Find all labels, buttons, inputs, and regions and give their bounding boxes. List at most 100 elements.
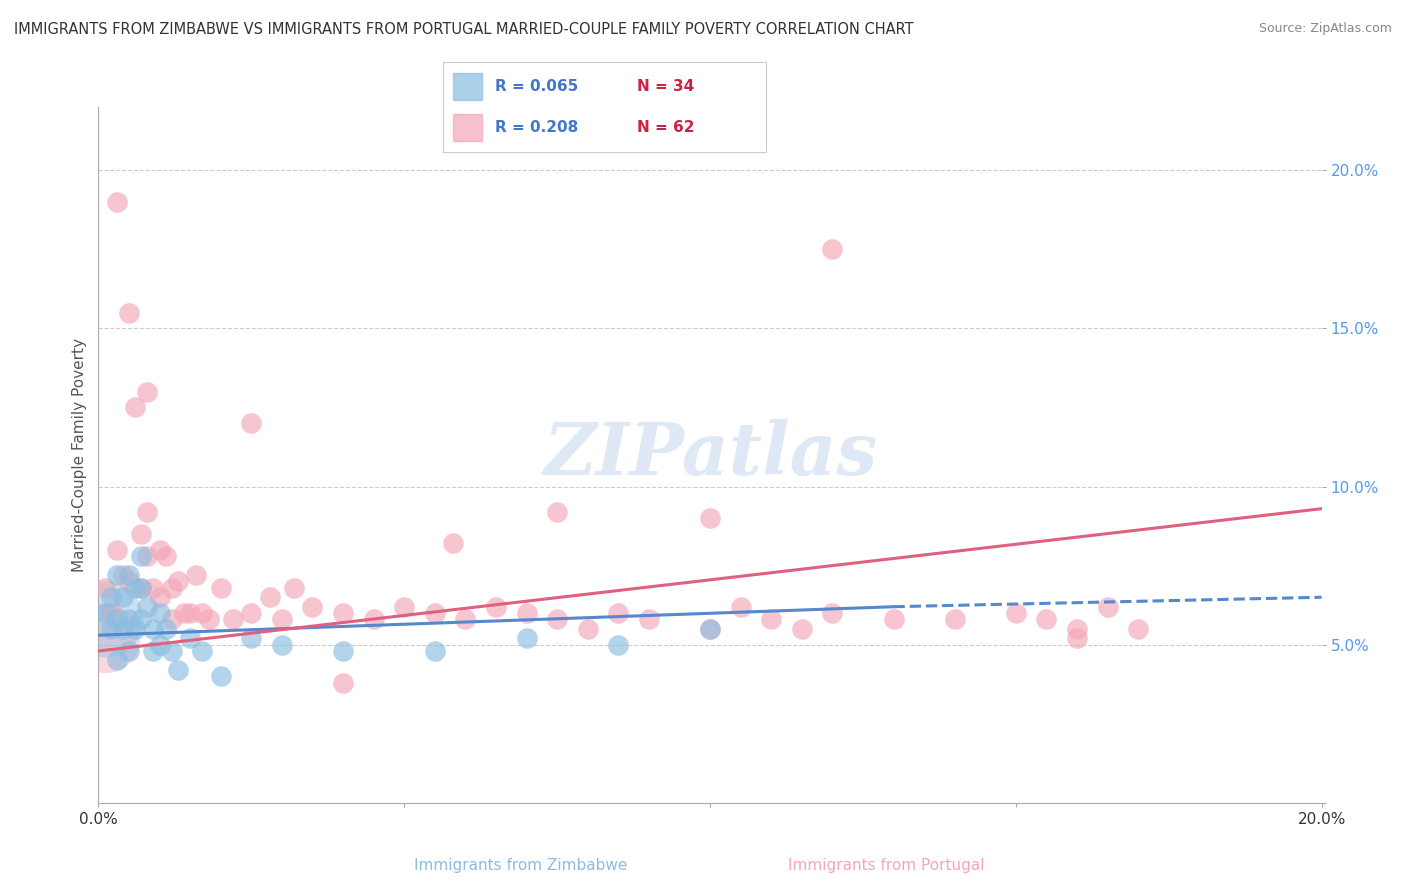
- Bar: [453, 114, 482, 141]
- Point: [516, 632, 538, 646]
- Point: [179, 606, 201, 620]
- Point: [136, 549, 159, 563]
- Point: [240, 606, 263, 620]
- Text: N = 34: N = 34: [637, 79, 695, 94]
- Point: [516, 606, 538, 620]
- Point: [111, 568, 134, 582]
- Point: [197, 612, 219, 626]
- Point: [149, 542, 172, 557]
- Text: R = 0.208: R = 0.208: [495, 120, 578, 135]
- Point: [149, 606, 172, 620]
- Text: Source: ZipAtlas.com: Source: ZipAtlas.com: [1258, 22, 1392, 36]
- Point: [423, 606, 446, 620]
- Point: [155, 549, 177, 563]
- Point: [160, 612, 183, 626]
- Point: [1066, 632, 1088, 646]
- Point: [136, 384, 159, 399]
- Point: [111, 591, 134, 605]
- Point: [759, 612, 782, 626]
- Bar: [453, 73, 482, 100]
- Point: [93, 606, 115, 620]
- Point: [607, 638, 630, 652]
- Point: [1004, 606, 1026, 620]
- Point: [179, 632, 201, 646]
- Point: [136, 505, 159, 519]
- Point: [485, 599, 508, 614]
- Point: [332, 675, 354, 690]
- Point: [283, 581, 305, 595]
- Point: [142, 581, 165, 595]
- Point: [129, 612, 152, 626]
- Point: [1128, 622, 1150, 636]
- Point: [100, 591, 122, 605]
- Point: [240, 632, 263, 646]
- Point: [142, 622, 165, 636]
- Point: [124, 622, 146, 636]
- Point: [191, 644, 214, 658]
- Point: [1066, 622, 1088, 636]
- Point: [240, 417, 263, 431]
- Point: [363, 612, 385, 626]
- Text: IMMIGRANTS FROM ZIMBABWE VS IMMIGRANTS FROM PORTUGAL MARRIED-COUPLE FAMILY POVER: IMMIGRANTS FROM ZIMBABWE VS IMMIGRANTS F…: [14, 22, 914, 37]
- Point: [105, 653, 128, 667]
- Point: [155, 622, 177, 636]
- Point: [454, 612, 477, 626]
- Point: [149, 638, 172, 652]
- Y-axis label: Married-Couple Family Poverty: Married-Couple Family Poverty: [72, 338, 87, 572]
- Point: [105, 194, 128, 209]
- Point: [209, 581, 232, 595]
- Point: [883, 612, 905, 626]
- Point: [301, 599, 323, 614]
- Point: [124, 401, 146, 415]
- Point: [124, 581, 146, 595]
- Point: [191, 606, 214, 620]
- Point: [105, 612, 128, 626]
- Point: [160, 581, 183, 595]
- Point: [142, 644, 165, 658]
- Text: N = 62: N = 62: [637, 120, 695, 135]
- Point: [118, 644, 141, 658]
- Point: [93, 581, 115, 595]
- Point: [129, 527, 152, 541]
- Point: [167, 663, 190, 677]
- Point: [129, 549, 152, 563]
- Point: [699, 622, 721, 636]
- Point: [100, 606, 122, 620]
- Point: [1097, 599, 1119, 614]
- Point: [392, 599, 416, 614]
- Point: [546, 612, 568, 626]
- Text: Immigrants from Zimbabwe: Immigrants from Zimbabwe: [413, 858, 627, 872]
- Point: [222, 612, 245, 626]
- Point: [167, 574, 190, 589]
- Point: [93, 612, 115, 626]
- Point: [100, 622, 122, 636]
- Point: [209, 669, 232, 683]
- Point: [730, 599, 752, 614]
- Point: [93, 632, 115, 646]
- Point: [118, 305, 141, 319]
- Point: [546, 505, 568, 519]
- Point: [118, 574, 141, 589]
- Point: [699, 622, 721, 636]
- Point: [105, 568, 128, 582]
- Point: [332, 644, 354, 658]
- Point: [118, 612, 141, 626]
- Point: [637, 612, 661, 626]
- Point: [821, 606, 844, 620]
- Point: [118, 568, 141, 582]
- Text: R = 0.065: R = 0.065: [495, 79, 578, 94]
- Point: [111, 622, 134, 636]
- Point: [332, 606, 354, 620]
- Point: [441, 536, 464, 550]
- Point: [270, 612, 292, 626]
- Point: [105, 542, 128, 557]
- Point: [821, 243, 844, 257]
- Point: [270, 638, 292, 652]
- Text: ZIPatlas: ZIPatlas: [543, 419, 877, 491]
- Point: [699, 511, 721, 525]
- Point: [173, 606, 195, 620]
- Point: [160, 644, 183, 658]
- Point: [790, 622, 813, 636]
- Point: [136, 599, 159, 614]
- Point: [607, 606, 630, 620]
